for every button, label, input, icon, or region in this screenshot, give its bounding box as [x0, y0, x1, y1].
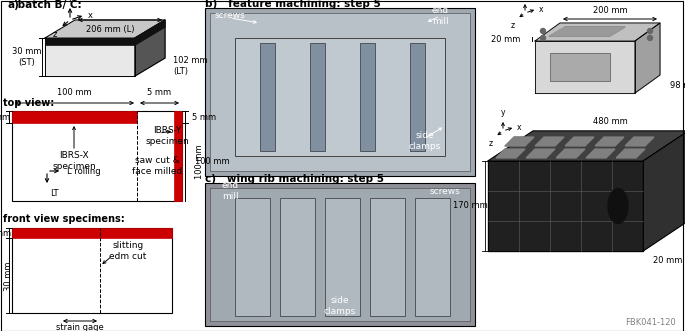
- Text: side
clamps: side clamps: [324, 296, 356, 316]
- Text: 5 mm: 5 mm: [147, 88, 171, 97]
- Text: 5 mm: 5 mm: [0, 113, 10, 121]
- Polygon shape: [535, 41, 635, 93]
- Text: 100 mm: 100 mm: [195, 145, 205, 179]
- Bar: [280, 198, 315, 316]
- Polygon shape: [635, 23, 660, 93]
- Bar: [415, 198, 450, 316]
- Text: 200 mm: 200 mm: [593, 6, 627, 15]
- Text: strain gage: strain gage: [56, 322, 104, 331]
- Text: 20 mm: 20 mm: [490, 34, 520, 43]
- Polygon shape: [595, 137, 624, 146]
- Text: screws: screws: [214, 12, 245, 21]
- Bar: [174, 111, 182, 201]
- Text: slitting
edm cut: slitting edm cut: [110, 241, 147, 261]
- Text: 100 mm: 100 mm: [57, 88, 91, 97]
- Circle shape: [647, 35, 653, 40]
- Text: 20 mm: 20 mm: [653, 256, 682, 265]
- Polygon shape: [488, 131, 685, 161]
- Polygon shape: [550, 27, 625, 36]
- Polygon shape: [643, 131, 685, 251]
- Text: y: y: [501, 108, 506, 117]
- Bar: [12, 228, 172, 238]
- Text: end
mill: end mill: [432, 6, 449, 26]
- Polygon shape: [45, 20, 165, 38]
- Bar: [210, 13, 470, 171]
- Bar: [370, 198, 405, 316]
- Polygon shape: [625, 137, 654, 146]
- Text: IBRS-Y
specimen: IBRS-Y specimen: [145, 126, 189, 146]
- Text: saw cut &
face milled: saw cut & face milled: [132, 156, 182, 176]
- Text: y: y: [68, 0, 73, 2]
- Text: z: z: [53, 30, 57, 39]
- Bar: [12, 111, 182, 201]
- Polygon shape: [135, 20, 165, 76]
- Circle shape: [540, 35, 545, 40]
- Text: 206 mm (L): 206 mm (L): [86, 25, 134, 34]
- Polygon shape: [496, 149, 525, 158]
- Bar: [235, 38, 445, 156]
- Polygon shape: [135, 20, 165, 45]
- Text: z: z: [489, 139, 493, 148]
- Text: FBK041-120: FBK041-120: [625, 318, 676, 327]
- Text: x: x: [88, 11, 93, 20]
- Text: z: z: [511, 21, 515, 30]
- Text: LT: LT: [50, 189, 58, 198]
- Text: x: x: [517, 122, 521, 131]
- Text: c)   wing rib machining: step 5: c) wing rib machining: step 5: [205, 174, 384, 184]
- Bar: [45, 38, 135, 45]
- Text: IBRS-X
specimen: IBRS-X specimen: [52, 151, 96, 171]
- Bar: [550, 53, 610, 81]
- Text: 30 mm
(ST): 30 mm (ST): [12, 47, 42, 67]
- Polygon shape: [45, 38, 135, 76]
- Text: a): a): [8, 0, 20, 10]
- Text: side
clamps: side clamps: [409, 131, 441, 151]
- Text: 100 mm: 100 mm: [195, 158, 229, 166]
- Text: 102 mm
(LT): 102 mm (LT): [173, 56, 208, 76]
- Bar: [325, 198, 360, 316]
- Text: batch B/ C:: batch B/ C:: [14, 0, 82, 10]
- Text: top view:: top view:: [3, 98, 54, 108]
- Polygon shape: [505, 137, 534, 146]
- Text: 98 mm: 98 mm: [670, 80, 685, 89]
- Text: b)   feature machining: step 5: b) feature machining: step 5: [205, 0, 381, 9]
- Bar: [205, 8, 475, 176]
- Text: L rolling: L rolling: [67, 166, 101, 175]
- Bar: [260, 43, 275, 151]
- Bar: [12, 228, 172, 313]
- Text: end
mill: end mill: [221, 181, 238, 201]
- Text: 5 mm: 5 mm: [0, 228, 11, 238]
- Bar: [360, 43, 375, 151]
- Circle shape: [647, 28, 653, 33]
- Polygon shape: [535, 23, 660, 41]
- Polygon shape: [586, 149, 615, 158]
- Polygon shape: [535, 137, 564, 146]
- Bar: [410, 43, 425, 151]
- Polygon shape: [488, 161, 643, 251]
- Bar: [205, 183, 475, 326]
- Text: x: x: [539, 5, 543, 14]
- Polygon shape: [616, 149, 645, 158]
- Text: 170 mm: 170 mm: [453, 202, 487, 211]
- Text: 480 mm: 480 mm: [593, 117, 627, 126]
- Polygon shape: [565, 137, 594, 146]
- Bar: [210, 188, 470, 321]
- Text: 5 mm: 5 mm: [192, 113, 216, 121]
- Text: 30 mm: 30 mm: [5, 261, 14, 291]
- Polygon shape: [526, 149, 555, 158]
- Bar: [310, 43, 325, 151]
- Ellipse shape: [608, 188, 628, 223]
- Circle shape: [540, 28, 545, 33]
- Bar: [235, 198, 270, 316]
- Text: screws: screws: [429, 186, 460, 196]
- Bar: [12, 111, 137, 123]
- Polygon shape: [556, 149, 585, 158]
- Text: front view specimens:: front view specimens:: [3, 214, 125, 224]
